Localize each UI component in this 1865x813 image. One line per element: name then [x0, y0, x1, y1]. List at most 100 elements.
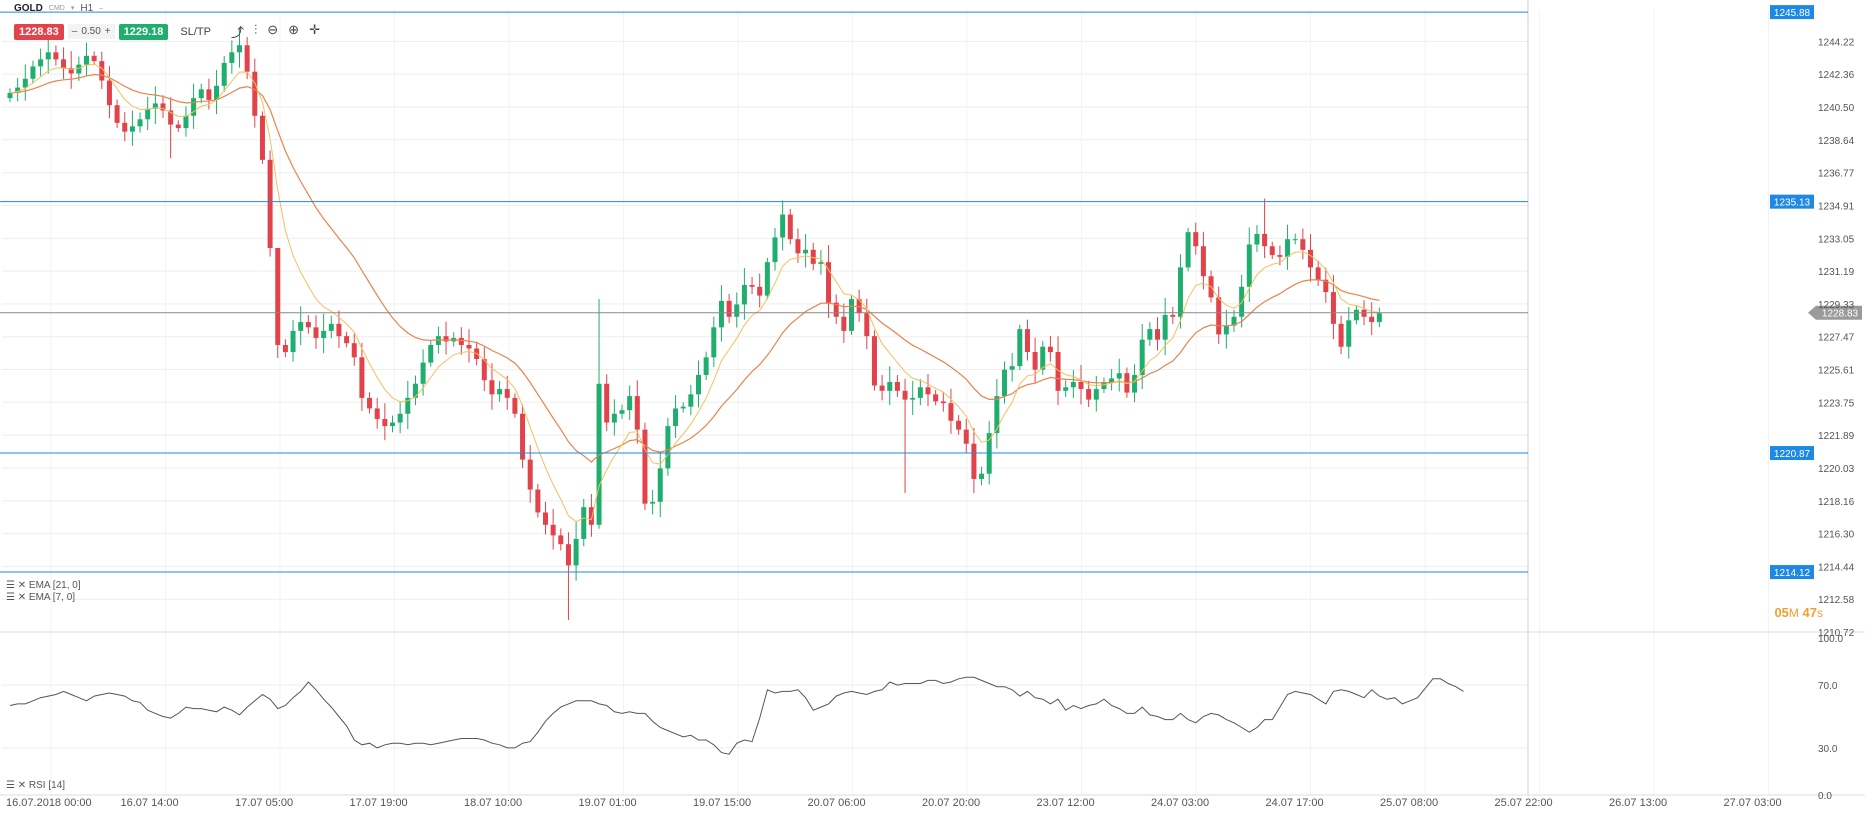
candle-body	[1009, 366, 1015, 370]
level-label-bg	[1770, 5, 1814, 20]
candle-body	[1109, 378, 1115, 383]
candle-body	[581, 507, 587, 539]
indicator-ema7-label: EMA [7, 0]	[28, 592, 76, 603]
candle-body	[826, 262, 832, 303]
rsi-tick-label: 70.0	[1818, 681, 1838, 692]
candle-body	[940, 401, 946, 404]
candle-body	[229, 52, 235, 63]
increase-volume-button[interactable]: +	[104, 26, 111, 37]
candle-body	[1262, 233, 1268, 247]
time-tick-label: 25.07 22:00	[1495, 797, 1553, 809]
candle-body	[588, 507, 594, 525]
candle-body	[390, 422, 395, 427]
candle-body	[879, 385, 885, 391]
candle-body	[619, 410, 625, 414]
indicator-ema21[interactable]: ☰ ✕ EMA [21, 0]	[6, 580, 81, 591]
candle-body	[673, 408, 679, 427]
candle-body	[374, 408, 380, 420]
candle-body	[7, 92, 13, 99]
volume-value[interactable]: 0.50	[81, 26, 101, 37]
timeframe-label[interactable]: H1	[80, 2, 94, 14]
crosshair-icon[interactable]: ✛	[309, 22, 320, 37]
candle-body	[1147, 329, 1153, 340]
candle-body	[917, 387, 923, 398]
level-label-bg	[1770, 565, 1814, 580]
candle-body	[1086, 389, 1092, 400]
rsi-legend[interactable]: ☰ ✕ RSI [14]	[6, 780, 66, 791]
level-label: 1220.87	[1774, 449, 1811, 460]
current-price-label: 1228.83	[1822, 309, 1859, 320]
candle-body	[994, 396, 1000, 434]
rsi-line	[9, 676, 1464, 755]
timeframe-chevron-icon[interactable]: –	[99, 4, 104, 12]
candle-body	[244, 45, 250, 72]
trade-panel: 1228.83 – 0.50 + 1229.18 SL/TP ⤴ ⫶ ⊖ ⊕ ✛	[14, 22, 320, 41]
candle-body	[206, 89, 212, 100]
level-label-bg	[1770, 194, 1814, 209]
rsi-tick-label: 0.0	[1818, 791, 1832, 802]
indicators-icon[interactable]: ⫶	[254, 22, 258, 37]
candle-body	[1162, 315, 1168, 340]
price-tick-label: 1218.16	[1818, 497, 1855, 508]
price-tick-label: 1231.19	[1818, 267, 1855, 278]
indicator-ema7[interactable]: ☰ ✕ EMA [7, 0]	[6, 592, 76, 603]
candle-body	[864, 313, 870, 337]
chevron-down-icon[interactable]: ▾	[70, 5, 75, 12]
candle-body	[1032, 352, 1038, 370]
candle-body	[359, 357, 365, 398]
candle-body	[1101, 382, 1107, 390]
sltp-button[interactable]: SL/TP	[180, 25, 211, 38]
candle-body	[956, 420, 962, 430]
candle-body	[313, 327, 319, 338]
candle-body	[642, 429, 648, 504]
zoom-in-icon[interactable]: ⊕	[288, 22, 300, 37]
candle-body	[657, 468, 663, 502]
candle-body	[45, 52, 51, 60]
line-chart-icon[interactable]: ⤴	[230, 25, 244, 40]
indicator-legend: ☰ ✕ EMA [21, 0] ☰ ✕ EMA [7, 0]	[6, 580, 81, 604]
candle-body	[351, 343, 357, 358]
candle-body	[61, 59, 67, 69]
symbol-name[interactable]: GOLD	[14, 2, 43, 14]
candle-body	[726, 300, 732, 317]
candle-body	[1285, 239, 1291, 257]
decrease-volume-button[interactable]: –	[71, 26, 78, 37]
candle-body	[718, 300, 724, 328]
symbol-category: CMD	[48, 4, 65, 12]
time-tick-label: 17.07 05:00	[235, 797, 293, 809]
candle-body	[894, 382, 900, 391]
zoom-out-icon[interactable]: ⊖	[267, 22, 279, 37]
candle-body	[305, 322, 311, 328]
sell-button[interactable]: 1228.83	[14, 23, 64, 40]
candle-body	[367, 397, 373, 409]
time-tick-label: 24.07 17:00	[1266, 797, 1324, 809]
buy-button[interactable]: 1229.18	[118, 23, 169, 40]
price-tick-label: 1244.22	[1818, 37, 1855, 48]
candle-body	[435, 336, 441, 345]
candle-body	[887, 382, 893, 391]
candle-body	[543, 512, 548, 525]
candle-body	[841, 316, 847, 331]
candle-body	[38, 59, 44, 67]
candle-body	[1017, 329, 1023, 367]
candle-body	[1239, 286, 1245, 317]
candle-body	[15, 87, 21, 93]
candle-body	[734, 304, 740, 317]
candle-body	[1132, 374, 1138, 393]
candle-body	[420, 362, 426, 384]
candle-body	[1200, 246, 1206, 277]
candle-body	[1277, 255, 1283, 257]
volume-stepper[interactable]: – 0.50 +	[67, 24, 115, 39]
candle-body	[428, 344, 434, 363]
price-tick-label: 1225.61	[1818, 365, 1855, 376]
candle-body	[1231, 316, 1237, 326]
candle-body	[650, 501, 656, 504]
candle-body	[818, 262, 824, 264]
price-tick-label: 1234.91	[1818, 202, 1855, 213]
candle-body	[412, 383, 418, 398]
candle-body	[558, 535, 564, 545]
candle-body	[1139, 339, 1145, 375]
candle-body	[634, 396, 640, 430]
candle-body	[405, 397, 411, 414]
